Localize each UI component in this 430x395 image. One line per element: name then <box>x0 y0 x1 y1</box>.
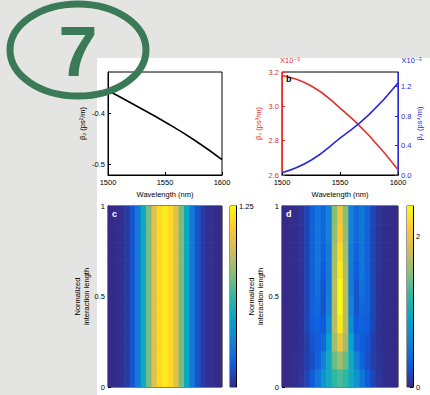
svg-text:interaction length: interaction length <box>256 268 265 325</box>
svg-text:0: 0 <box>416 383 420 392</box>
svg-text:X10⁻³: X10⁻³ <box>280 56 300 65</box>
svg-text:β₃ (ps³/m): β₃ (ps³/m) <box>254 106 263 140</box>
svg-text:1550: 1550 <box>332 178 349 187</box>
svg-text:1: 1 <box>101 202 105 211</box>
svg-text:-0.4: -0.4 <box>92 109 105 118</box>
svg-text:Normalized: Normalized <box>73 278 82 316</box>
svg-text:β₂ (ps²/m): β₂ (ps²/m) <box>78 106 87 140</box>
svg-text:d: d <box>286 209 292 219</box>
svg-text:Normalized: Normalized <box>247 278 256 316</box>
svg-text:Wavelength (nm): Wavelength (nm) <box>312 190 369 199</box>
svg-text:3.2: 3.2 <box>269 68 279 77</box>
svg-text:1500: 1500 <box>100 178 117 187</box>
svg-text:Wavelength (nm): Wavelength (nm) <box>137 190 194 199</box>
svg-text:1600: 1600 <box>214 178 231 187</box>
svg-text:2.6: 2.6 <box>268 170 279 180</box>
svg-text:1: 1 <box>275 202 279 211</box>
svg-text:β₄ (ps⁴/m): β₄ (ps⁴/m) <box>415 106 424 140</box>
svg-text:1.25: 1.25 <box>239 202 254 211</box>
svg-text:2.8: 2.8 <box>269 136 279 145</box>
svg-text:0: 0 <box>101 383 105 392</box>
svg-text:0: 0 <box>275 383 279 392</box>
svg-text:X10⁻⁵: X10⁻⁵ <box>402 56 422 65</box>
svg-text:0.8: 0.8 <box>401 112 411 121</box>
svg-text:2: 2 <box>416 232 420 241</box>
svg-text:1550: 1550 <box>157 178 174 187</box>
svg-text:3.0: 3.0 <box>269 102 279 111</box>
svg-text:c: c <box>112 209 117 219</box>
svg-text:0.5: 0.5 <box>95 292 105 301</box>
svg-text:7: 7 <box>59 13 98 91</box>
svg-text:0.4: 0.4 <box>401 141 411 150</box>
svg-text:0.5: 0.5 <box>269 292 279 301</box>
svg-text:1.2: 1.2 <box>401 82 411 91</box>
svg-text:interaction length: interaction length <box>82 268 91 325</box>
svg-text:1500: 1500 <box>274 178 291 187</box>
svg-text:0.0: 0.0 <box>401 170 412 180</box>
svg-text:b: b <box>286 74 292 84</box>
svg-text:-0.5: -0.5 <box>92 160 105 169</box>
svg-text:1600: 1600 <box>390 178 407 187</box>
